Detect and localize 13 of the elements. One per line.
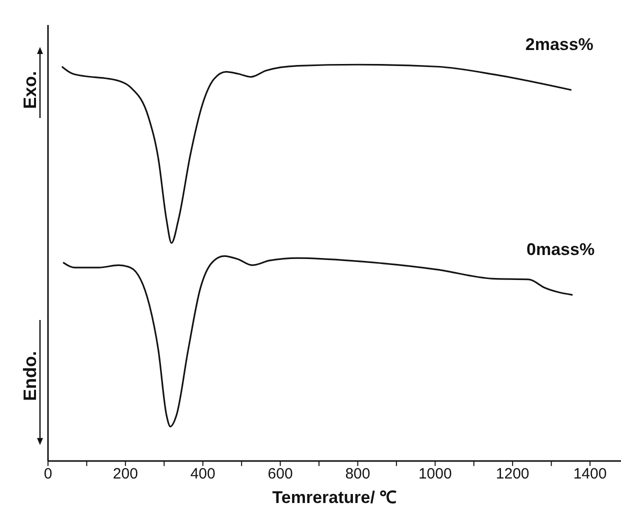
text: Endo. (20, 350, 40, 403)
x-tick-label: 0 (44, 466, 52, 483)
x-axis-title: Temrerature/ ℃ (272, 488, 397, 507)
x-tick-label: 400 (190, 466, 216, 483)
x-tick-label: 1000 (418, 466, 452, 483)
x-tick-label: 600 (268, 466, 293, 483)
x-tick-label: 1400 (573, 466, 607, 483)
series-label: 0mass% (526, 240, 595, 259)
text: Exo. (20, 70, 40, 110)
series-label: 2mass% (525, 35, 594, 54)
x-tick-label: 1200 (496, 466, 530, 483)
x-tick-label: 800 (345, 466, 370, 483)
x-tick-label: 200 (112, 466, 138, 483)
